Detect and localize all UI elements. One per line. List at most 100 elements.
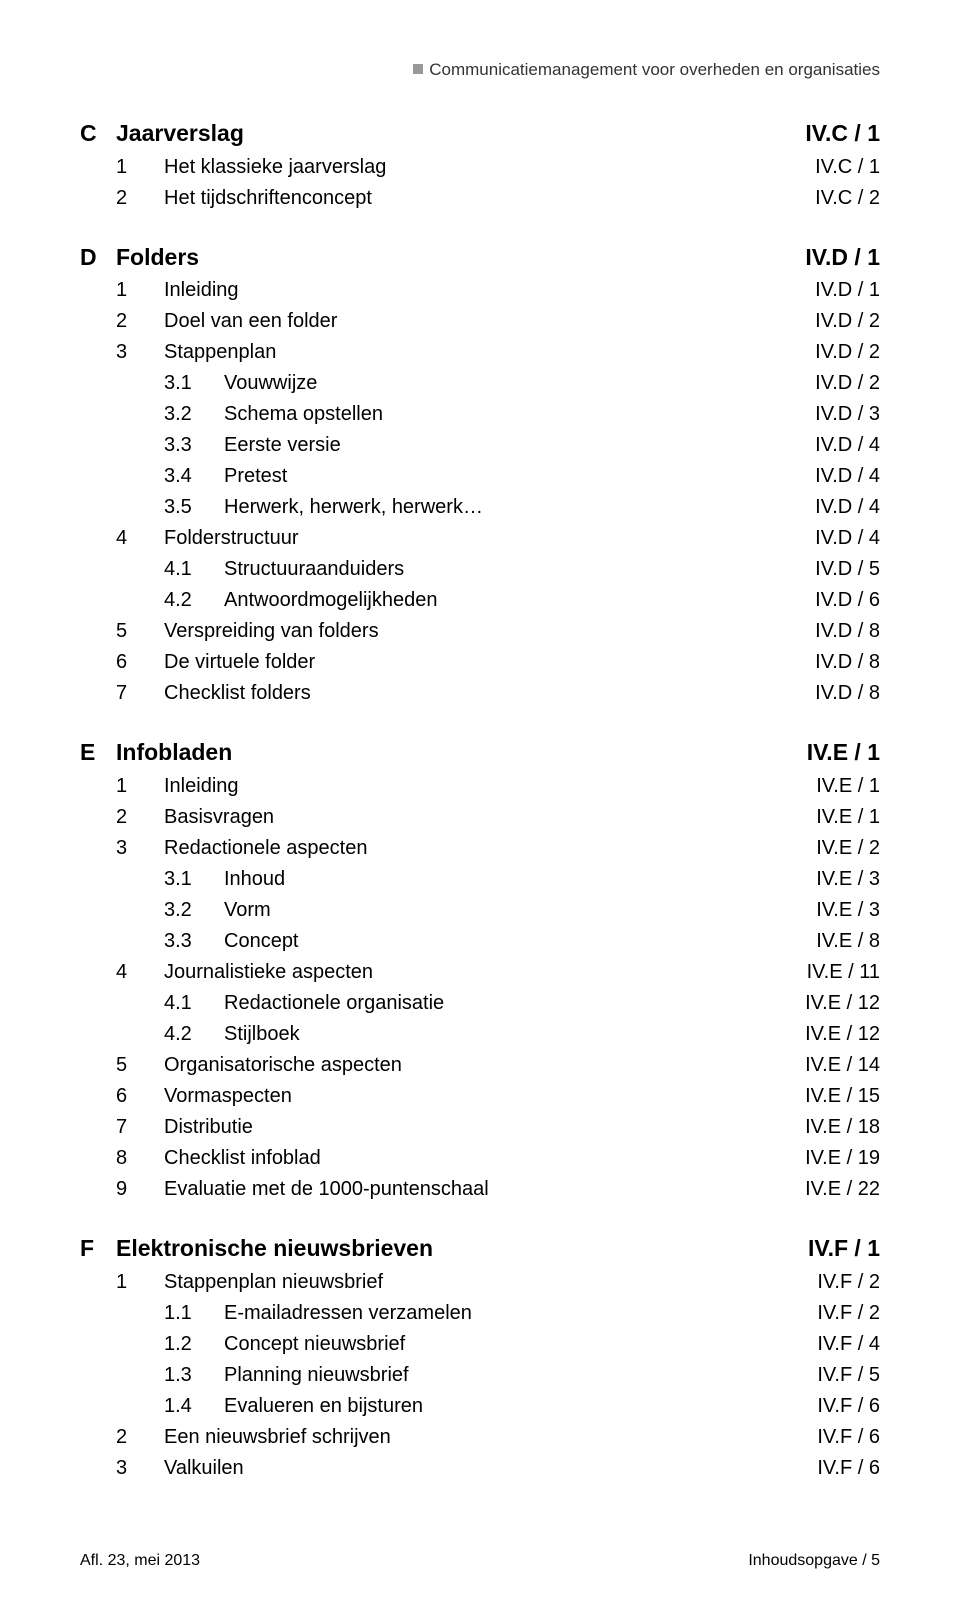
toc-item-number-1: 4 <box>116 523 164 554</box>
toc-item-page: IV.E / 15 <box>793 1081 880 1112</box>
toc-item-label: Evaluatie met de 1000-puntenschaal <box>164 1174 793 1205</box>
toc-item-row: 1.4Evalueren en bijsturenIV.F / 6 <box>80 1391 880 1422</box>
toc-item-row: 4.1Redactionele organisatieIV.E / 12 <box>80 988 880 1019</box>
toc-section-page: IV.D / 1 <box>793 240 880 276</box>
toc-section-title-row: FElektronische nieuwsbrievenIV.F / 1 <box>80 1231 880 1267</box>
toc-section-page: IV.F / 1 <box>796 1231 880 1267</box>
toc-section-page: IV.E / 1 <box>795 735 880 771</box>
footer-right: Inhoudsopgave / 5 <box>748 1552 880 1570</box>
toc-section-letter: D <box>80 240 116 276</box>
toc-item-label: Organisatorische aspecten <box>164 1050 793 1081</box>
toc-item-page: IV.F / 6 <box>805 1453 880 1484</box>
toc-section-title-row: CJaarverslagIV.C / 1 <box>80 116 880 152</box>
toc-item-row: 1Stappenplan nieuwsbriefIV.F / 2 <box>80 1267 880 1298</box>
toc-item-number-2: 1.4 <box>164 1391 224 1422</box>
toc-item-label: Stappenplan <box>164 337 803 368</box>
toc-item-number-1: 5 <box>116 1050 164 1081</box>
toc-item-page: IV.D / 2 <box>803 368 880 399</box>
toc-item-page: IV.E / 19 <box>793 1143 880 1174</box>
toc-item-label: Inleiding <box>164 275 803 306</box>
toc-item-page: IV.E / 2 <box>804 833 880 864</box>
toc-item-label: Valkuilen <box>164 1453 805 1484</box>
toc-item-row: 1InleidingIV.E / 1 <box>80 771 880 802</box>
toc-item-number-2: 4.1 <box>164 554 224 585</box>
toc-item-page: IV.F / 4 <box>805 1329 880 1360</box>
toc-item-number-2: 3.2 <box>164 399 224 430</box>
toc-section: DFoldersIV.D / 11InleidingIV.D / 12Doel … <box>80 240 880 710</box>
toc-item-page: IV.F / 2 <box>805 1298 880 1329</box>
toc-item-page: IV.C / 1 <box>803 152 880 183</box>
table-of-contents: CJaarverslagIV.C / 11Het klassieke jaarv… <box>80 116 880 1484</box>
toc-item-row: 3StappenplanIV.D / 2 <box>80 337 880 368</box>
toc-item-number-1: 1 <box>116 152 164 183</box>
toc-item-row: 3.5Herwerk, herwerk, herwerk…IV.D / 4 <box>80 492 880 523</box>
toc-item-page: IV.D / 3 <box>803 399 880 430</box>
toc-item-label: Stijlboek <box>224 1019 793 1050</box>
toc-item-number-2: 1.1 <box>164 1298 224 1329</box>
toc-item-row: 1InleidingIV.D / 1 <box>80 275 880 306</box>
toc-item-label: Pretest <box>224 461 803 492</box>
toc-item-row: 9Evaluatie met de 1000-puntenschaalIV.E … <box>80 1174 880 1205</box>
toc-item-page: IV.D / 8 <box>803 678 880 709</box>
toc-item-page: IV.D / 8 <box>803 616 880 647</box>
toc-item-label: Een nieuwsbrief schrijven <box>164 1422 805 1453</box>
toc-item-row: 8Checklist infobladIV.E / 19 <box>80 1143 880 1174</box>
toc-item-number-1: 8 <box>116 1143 164 1174</box>
toc-item-number-1: 1 <box>116 275 164 306</box>
toc-item-number-1: 3 <box>116 1453 164 1484</box>
toc-item-number-2: 1.2 <box>164 1329 224 1360</box>
toc-item-label: Stappenplan nieuwsbrief <box>164 1267 805 1298</box>
toc-item-page: IV.E / 22 <box>793 1174 880 1205</box>
toc-section-title: Infobladen <box>116 735 795 771</box>
toc-item-label: Planning nieuwsbrief <box>224 1360 805 1391</box>
toc-item-number-2: 3.1 <box>164 864 224 895</box>
footer-left: Afl. 23, mei 2013 <box>80 1552 200 1570</box>
toc-item-label: Folderstructuur <box>164 523 803 554</box>
toc-item-row: 3ValkuilenIV.F / 6 <box>80 1453 880 1484</box>
header-square-icon <box>413 64 423 74</box>
toc-item-row: 4FolderstructuurIV.D / 4 <box>80 523 880 554</box>
toc-item-label: Het tijdschriftenconcept <box>164 183 803 214</box>
toc-item-label: Het klassieke jaarverslag <box>164 152 803 183</box>
toc-item-number-1: 6 <box>116 647 164 678</box>
toc-section-title-row: DFoldersIV.D / 1 <box>80 240 880 276</box>
toc-item-page: IV.E / 1 <box>804 771 880 802</box>
toc-item-number-2: 1.3 <box>164 1360 224 1391</box>
toc-item-number-2: 4.1 <box>164 988 224 1019</box>
toc-item-row: 6De virtuele folderIV.D / 8 <box>80 647 880 678</box>
toc-item-page: IV.D / 4 <box>803 430 880 461</box>
toc-item-page: IV.D / 4 <box>803 492 880 523</box>
toc-item-label: Vorm <box>224 895 804 926</box>
header-text: Communicatiemanagement voor overheden en… <box>429 60 880 79</box>
toc-item-row: 2Een nieuwsbrief schrijvenIV.F / 6 <box>80 1422 880 1453</box>
toc-item-number-2: 3.3 <box>164 430 224 461</box>
toc-item-label: Schema opstellen <box>224 399 803 430</box>
toc-item-page: IV.E / 11 <box>795 957 880 988</box>
toc-item-row: 2Doel van een folderIV.D / 2 <box>80 306 880 337</box>
toc-item-page: IV.E / 12 <box>793 988 880 1019</box>
toc-item-row: 3Redactionele aspectenIV.E / 2 <box>80 833 880 864</box>
toc-item-row: 3.1InhoudIV.E / 3 <box>80 864 880 895</box>
toc-section: FElektronische nieuwsbrievenIV.F / 11Sta… <box>80 1231 880 1484</box>
toc-section-title: Jaarverslag <box>116 116 793 152</box>
toc-item-number-1: 4 <box>116 957 164 988</box>
toc-section: EInfobladen IV.E / 11 Inleiding IV.E / 12 Ba… <box>80 735 880 1205</box>
toc-item-label: Checklist infoblad <box>164 1143 793 1174</box>
toc-item-row: 3.3Eerste versieIV.D / 4 <box>80 430 880 461</box>
toc-item-row: 4.2AntwoordmogelijkhedenIV.D / 6 <box>80 585 880 616</box>
toc-item-label: Inhoud <box>224 864 804 895</box>
toc-section-title: Elektronische nieuwsbrieven <box>116 1231 796 1267</box>
toc-item-page: IV.E / 14 <box>793 1050 880 1081</box>
toc-item-label: Distributie <box>164 1112 793 1143</box>
toc-item-row: 6VormaspectenIV.E / 15 <box>80 1081 880 1112</box>
toc-item-label: De virtuele folder <box>164 647 803 678</box>
toc-item-label: Inleiding <box>164 771 804 802</box>
toc-section-page: IV.C / 1 <box>793 116 880 152</box>
toc-item-label: Verspreiding van folders <box>164 616 803 647</box>
toc-item-row: 3.4PretestIV.D / 4 <box>80 461 880 492</box>
toc-item-label: Redactionele organisatie <box>224 988 793 1019</box>
toc-item-number-1: 5 <box>116 616 164 647</box>
toc-item-number-2: 3.4 <box>164 461 224 492</box>
toc-section-letter: E <box>80 735 116 771</box>
toc-item-label: Basisvragen <box>164 802 804 833</box>
